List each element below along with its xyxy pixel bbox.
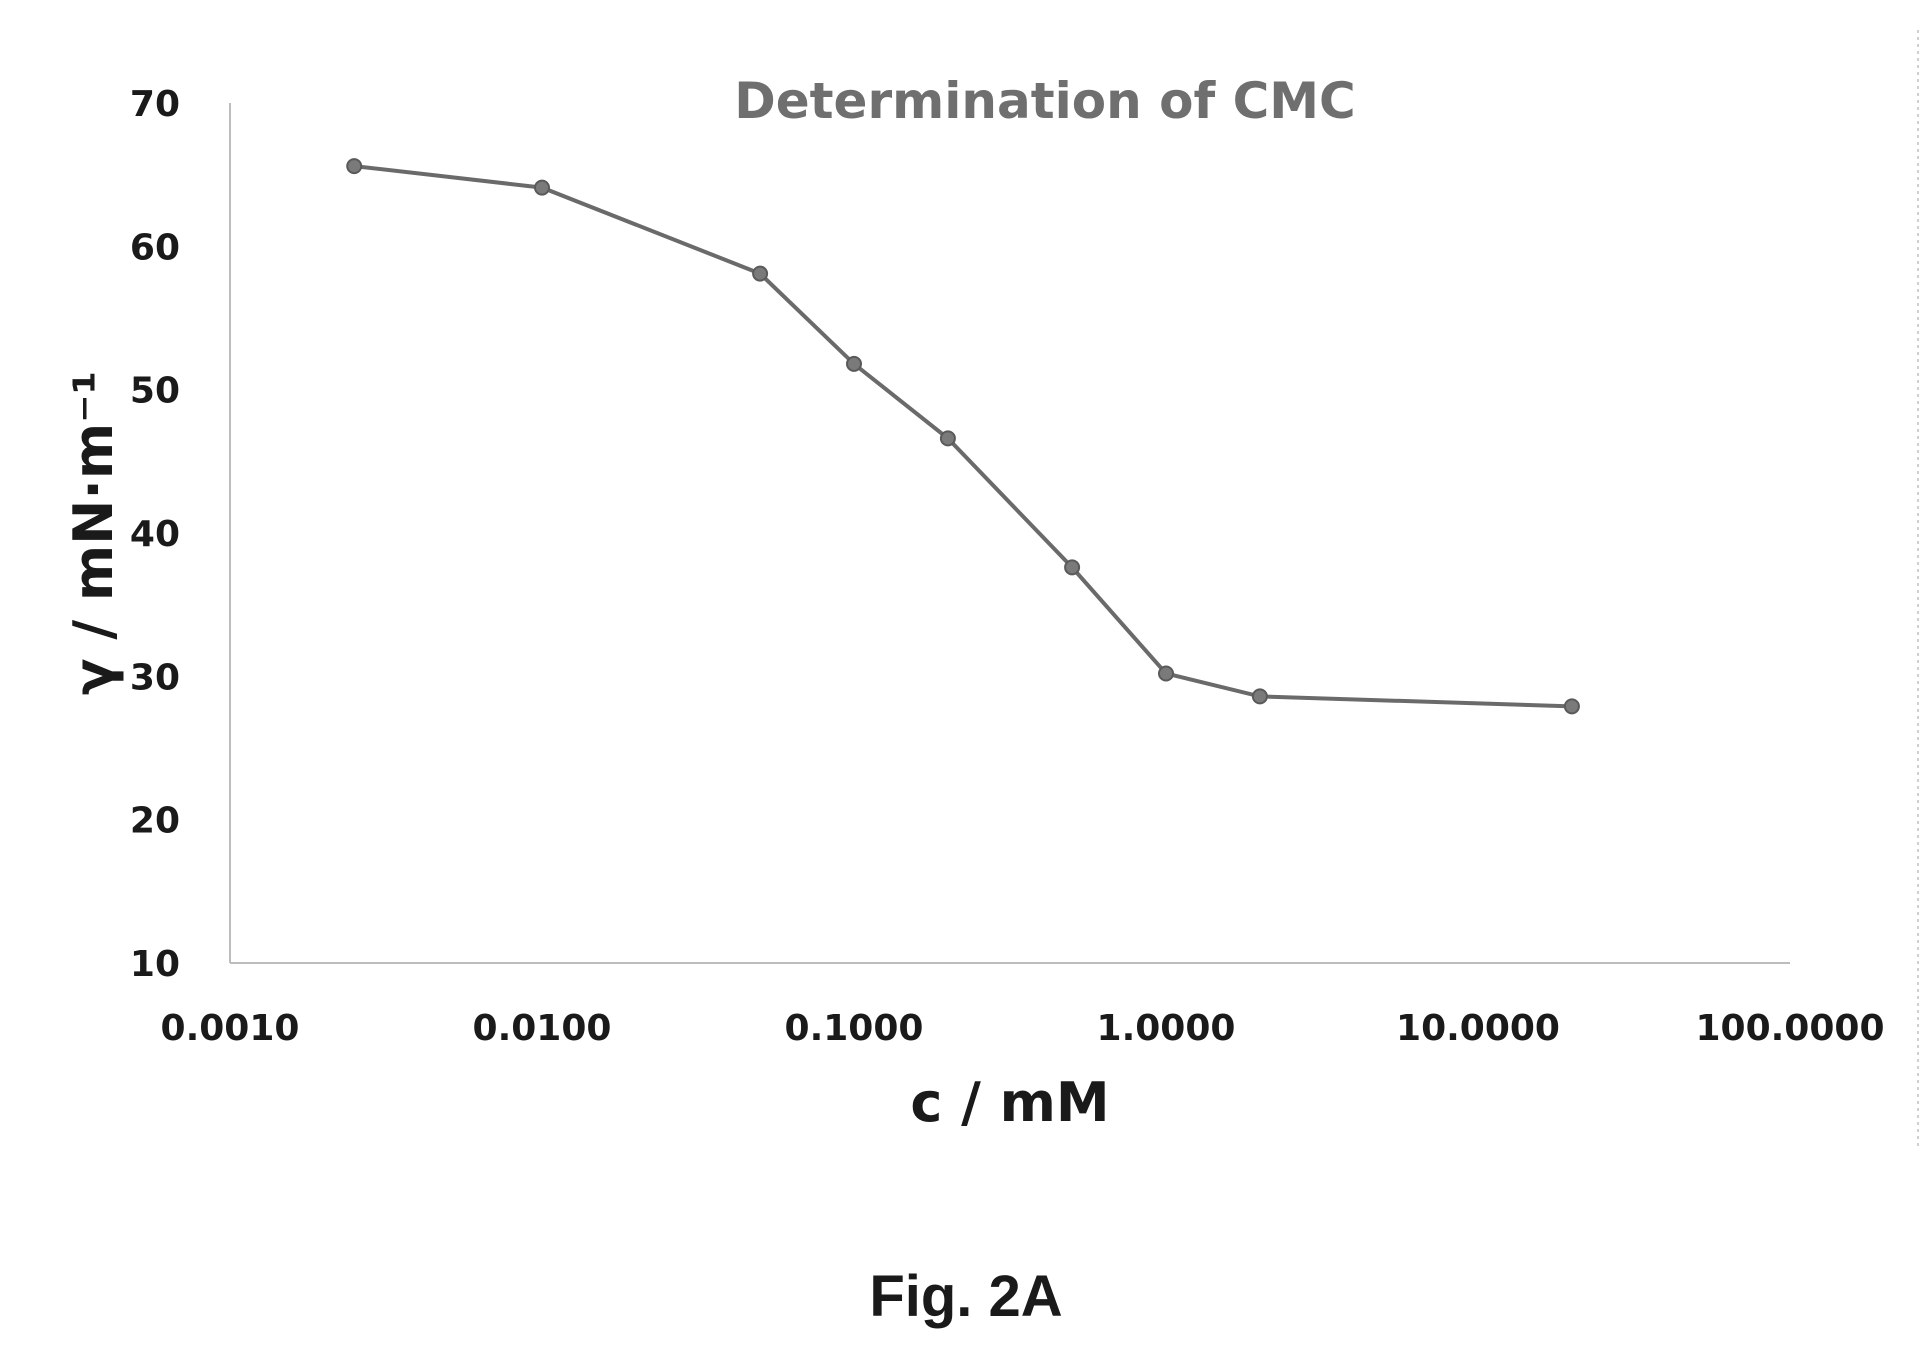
figure-caption: Fig. 2A [869,1264,1062,1329]
data-points [346,158,1580,715]
data-point [346,158,363,175]
data-point [752,265,769,282]
x-tick-label: 10.0000 [1396,1008,1560,1049]
y-tick-labels: 10 20 30 40 50 60 70 [130,84,180,985]
data-point [1064,559,1081,576]
x-axis-title: c / mM [910,1071,1109,1134]
y-axis-title: γ / mN·m⁻¹ [62,371,125,696]
y-tick-label: 10 [130,944,180,985]
x-tick-labels: 0.0010 0.0100 0.1000 1.0000 10.0000 100.0000 [161,1008,1885,1049]
chart-title: Determination of CMC [734,72,1356,130]
y-tick-label: 50 [130,371,180,412]
y-tick-label: 40 [130,514,180,555]
x-tick-label: 0.0100 [473,1008,612,1049]
series-line [353,164,1572,709]
y-tick-label: 20 [130,801,180,842]
data-point [939,430,956,447]
x-tick-label: 100.0000 [1695,1008,1884,1049]
x-tick-label: 0.1000 [785,1008,924,1049]
data-point [1158,665,1174,682]
data-point [1563,698,1580,715]
data-point [846,355,862,372]
data-point [1251,688,1268,705]
y-tick-label: 70 [130,84,180,125]
y-tick-label: 60 [130,227,180,268]
y-tick-label: 30 [130,657,180,698]
x-tick-label: 1.0000 [1097,1008,1236,1049]
x-tick-label: 0.0010 [161,1008,300,1049]
data-point [534,179,550,196]
